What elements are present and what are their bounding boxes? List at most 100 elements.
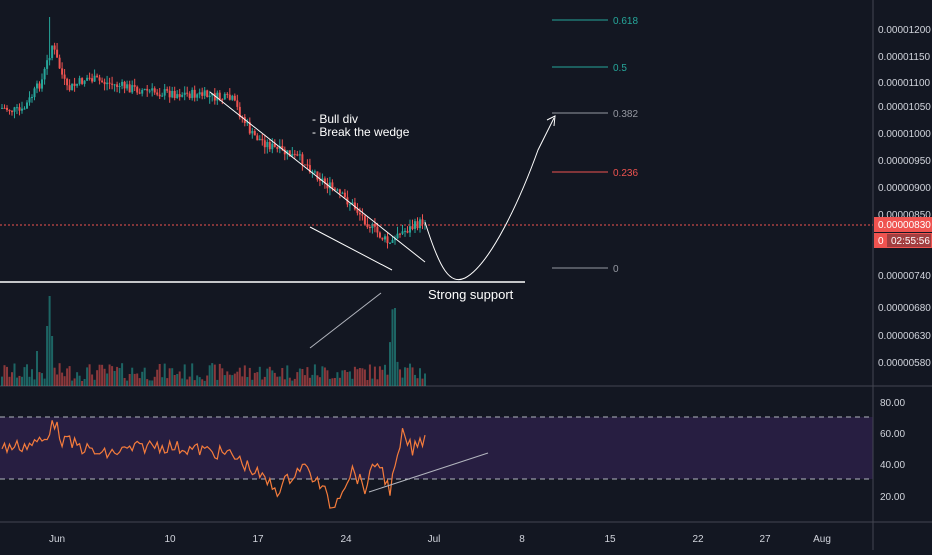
candle-body	[48, 58, 51, 61]
candle-body	[208, 95, 211, 98]
volume-bar	[81, 381, 84, 386]
candle-body	[293, 153, 296, 155]
countdown-prefix: 0	[878, 236, 884, 247]
volume-bar	[103, 368, 106, 386]
candle-body	[16, 107, 18, 109]
candle-body	[6, 107, 8, 110]
volume-bar	[66, 368, 69, 386]
volume-bar	[293, 378, 296, 386]
volume-bar	[86, 367, 89, 386]
candle-body	[246, 122, 249, 124]
volume-bar	[258, 366, 261, 386]
candle-body	[256, 135, 259, 141]
candle-body	[296, 154, 299, 156]
volume-bar	[156, 369, 159, 386]
time-tick-label: Jul	[428, 534, 441, 545]
candle-body	[223, 93, 226, 100]
candle-body	[391, 240, 394, 243]
candle-body	[201, 92, 204, 96]
fib-level-label: 0	[613, 264, 619, 275]
volume-bar	[281, 368, 284, 386]
volume-bar	[236, 371, 239, 386]
volume-bar	[118, 368, 121, 386]
candle-body	[178, 94, 181, 97]
last-price-tag	[874, 217, 932, 232]
candle-body	[61, 68, 64, 75]
volume-bar	[256, 372, 259, 386]
candle-body	[326, 183, 329, 189]
candle-body	[409, 226, 411, 233]
candle-body	[168, 90, 171, 98]
wedge-upper-line	[209, 91, 426, 263]
candle-body	[86, 77, 89, 81]
volume-bar	[363, 369, 366, 386]
candle-body	[251, 131, 254, 134]
candle-body	[41, 79, 43, 89]
wedge-lower-line	[309, 226, 393, 271]
time-tick-label: 15	[604, 534, 616, 545]
volume-bar	[143, 367, 146, 386]
candle-body	[143, 88, 146, 90]
time-tick-label: 8	[519, 534, 525, 545]
volume-bar	[138, 378, 141, 386]
volume-bar	[411, 367, 414, 386]
candle-body	[193, 89, 196, 98]
volume-bar	[233, 373, 236, 386]
countdown-label: 02:55:56	[891, 236, 930, 247]
volume-bar	[58, 363, 61, 386]
time-tick-label: 27	[759, 534, 771, 545]
volume-bar	[188, 376, 191, 386]
candle-body	[111, 83, 114, 85]
candle-body	[236, 100, 239, 107]
candle-body	[336, 189, 339, 191]
rsi-line	[1, 420, 426, 509]
candle-body	[258, 138, 261, 141]
volume-bar	[33, 379, 36, 386]
price-tick-label: 0.00001000	[878, 129, 931, 140]
volume-bar	[394, 308, 396, 386]
candle-body	[51, 45, 54, 58]
fib-level-label: 0.382	[613, 109, 638, 120]
candle-body	[181, 94, 184, 97]
volume-bar	[288, 377, 291, 386]
candle-body	[406, 230, 409, 233]
candle-body	[343, 192, 346, 198]
candle-body	[414, 221, 416, 229]
volume-bar	[18, 375, 21, 386]
candle-body	[381, 237, 384, 240]
volume-bar	[308, 377, 311, 386]
price-tick-label: 0.00000900	[878, 183, 931, 194]
candle-body	[273, 143, 276, 147]
candle-body	[216, 92, 219, 101]
volume-bar	[381, 369, 384, 386]
candle-body	[123, 81, 126, 89]
volume-bar	[333, 378, 336, 386]
volume-bar	[286, 365, 289, 386]
rsi-divergence-line	[368, 452, 489, 493]
candle-body	[78, 78, 81, 84]
candle-body	[153, 88, 156, 93]
volume-bar	[316, 375, 319, 386]
volume-bar	[341, 370, 344, 386]
candle-body	[58, 57, 61, 69]
candle-body	[171, 91, 174, 98]
candle-body	[188, 93, 191, 99]
volume-bar	[146, 379, 149, 386]
candle-body	[323, 178, 326, 184]
volume-bar	[291, 380, 294, 386]
volume-bar	[166, 378, 169, 386]
candle-body	[353, 202, 356, 210]
candle-body	[71, 83, 74, 91]
countdown-inner	[887, 234, 931, 247]
volume-bar	[13, 363, 16, 386]
candle-body	[1, 107, 3, 109]
time-tick-label: Aug	[813, 534, 831, 545]
volume-bar	[228, 374, 231, 386]
volume-bar	[248, 367, 251, 386]
volume-bar	[101, 364, 104, 386]
volume-bar	[366, 380, 369, 386]
volume-bar	[21, 376, 23, 386]
projection-curve	[424, 117, 555, 280]
